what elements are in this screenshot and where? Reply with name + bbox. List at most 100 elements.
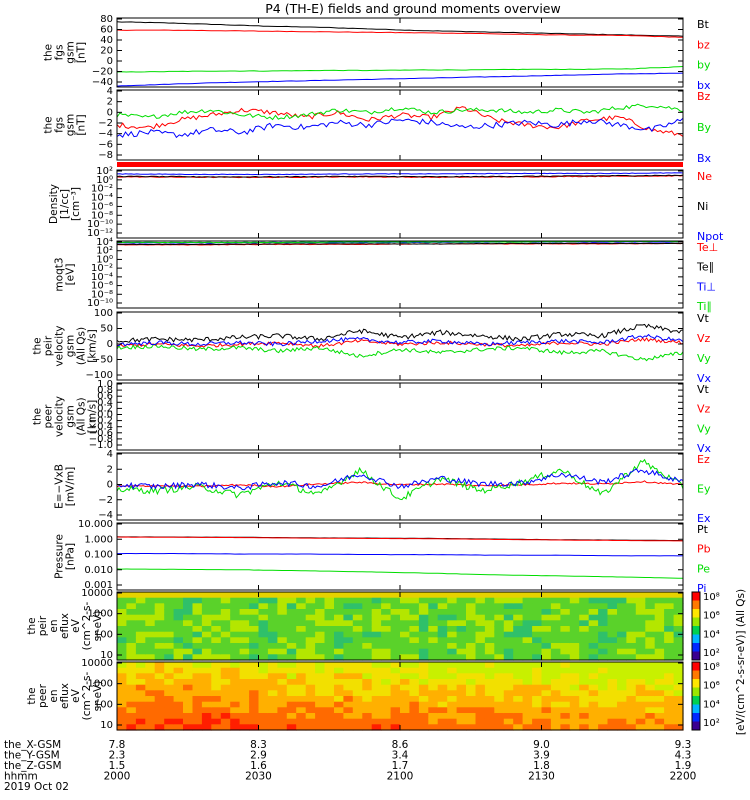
heatmap-cell bbox=[315, 614, 326, 621]
heatmap-cell bbox=[635, 614, 646, 621]
heatmap-cell bbox=[126, 648, 137, 655]
heatmap-cell bbox=[381, 592, 392, 599]
series-line-Pe bbox=[116, 568, 684, 579]
heatmap-cell bbox=[588, 713, 599, 720]
heatmap-cell bbox=[437, 673, 448, 680]
heatmap-cell bbox=[532, 724, 543, 731]
heatmap-cell bbox=[117, 620, 127, 627]
heatmap-cell bbox=[249, 701, 260, 708]
heatmap-cell bbox=[598, 631, 609, 638]
heatmap-cell bbox=[626, 662, 637, 669]
heatmap-cell bbox=[201, 707, 212, 714]
heatmap-cell bbox=[654, 603, 665, 610]
heatmap-cell bbox=[645, 679, 656, 686]
y-axis-label: peer bbox=[43, 404, 55, 429]
heatmap-cell bbox=[390, 626, 401, 633]
y-axis-label: Pressure bbox=[54, 534, 66, 579]
heatmap-cell bbox=[277, 701, 288, 708]
heatmap-cell bbox=[607, 662, 618, 669]
heatmap-cell bbox=[588, 701, 599, 708]
heatmap-cell bbox=[588, 696, 599, 703]
heatmap-cell bbox=[230, 614, 241, 621]
heatmap-cell bbox=[183, 648, 193, 655]
heatmap-cell bbox=[362, 701, 373, 708]
y-tick-label: 10⁻⁸ bbox=[91, 289, 113, 300]
heatmap-cell bbox=[522, 673, 533, 680]
heatmap-cell bbox=[588, 718, 599, 725]
heatmap-cell bbox=[541, 648, 552, 655]
heatmap-cell bbox=[258, 684, 269, 691]
heatmap-cell bbox=[154, 597, 165, 604]
heatmap-cell bbox=[117, 592, 127, 599]
heatmap-cell bbox=[249, 679, 260, 686]
time-row-label: the_X-GSM bbox=[4, 739, 61, 751]
heatmap-cell bbox=[164, 696, 175, 703]
heatmap-cell bbox=[513, 603, 524, 610]
heatmap-cell bbox=[286, 679, 297, 686]
heatmap-cell bbox=[334, 648, 344, 655]
heatmap-cell bbox=[201, 713, 212, 720]
heatmap-cell bbox=[607, 654, 618, 661]
heatmap-cell bbox=[296, 620, 307, 627]
heatmap-cell bbox=[484, 724, 495, 731]
heatmap-cell bbox=[522, 631, 533, 638]
heatmap-cell bbox=[267, 614, 278, 621]
heatmap-cell bbox=[334, 724, 344, 731]
heatmap-cell bbox=[654, 654, 665, 661]
heatmap-cell bbox=[135, 690, 146, 697]
heatmap-cell bbox=[381, 707, 392, 714]
heatmap-cell bbox=[258, 603, 269, 610]
heatmap-cell bbox=[296, 643, 307, 650]
heatmap-cell bbox=[211, 637, 222, 644]
heatmap-cell bbox=[315, 696, 326, 703]
heatmap-cell bbox=[598, 718, 609, 725]
heatmap-cell bbox=[201, 614, 212, 621]
time-row-value: 9.0 bbox=[533, 739, 550, 751]
heatmap-cell bbox=[258, 690, 269, 697]
heatmap-cell bbox=[635, 620, 646, 627]
heatmap-cell bbox=[484, 662, 495, 669]
heatmap-cell bbox=[277, 684, 288, 691]
heatmap-cell bbox=[550, 718, 561, 725]
heatmap-cell bbox=[494, 654, 505, 661]
heatmap-cell bbox=[437, 696, 448, 703]
heatmap-cell bbox=[117, 707, 127, 714]
heatmap-cell bbox=[635, 637, 646, 644]
heatmap-cell bbox=[626, 597, 637, 604]
heatmap-cell bbox=[135, 643, 146, 650]
heatmap-cell bbox=[126, 673, 137, 680]
heatmap-cell bbox=[409, 701, 420, 708]
heatmap-cell bbox=[126, 724, 137, 731]
heatmap-cell bbox=[550, 620, 561, 627]
heatmap-cell bbox=[598, 667, 609, 674]
heatmap-cell bbox=[484, 637, 495, 644]
heatmap-cell bbox=[400, 662, 410, 669]
heatmap-cell bbox=[277, 690, 288, 697]
heatmap-cell bbox=[305, 620, 316, 627]
heatmap-cell bbox=[135, 637, 146, 644]
heatmap-cell bbox=[522, 662, 533, 669]
heatmap-cell bbox=[183, 620, 193, 627]
time-row-label: the_Z-GSM bbox=[4, 760, 62, 772]
heatmap-cell bbox=[352, 667, 363, 674]
heatmap-cell bbox=[456, 592, 467, 599]
heatmap-cell bbox=[154, 626, 165, 633]
heatmap-cell bbox=[220, 690, 231, 697]
heatmap-cell bbox=[588, 609, 599, 616]
heatmap-cell bbox=[239, 724, 250, 731]
heatmap-cell bbox=[418, 696, 429, 703]
heatmap-cell bbox=[296, 696, 307, 703]
heatmap-cell bbox=[598, 684, 609, 691]
heatmap-cell bbox=[390, 696, 401, 703]
heatmap-cell bbox=[305, 662, 316, 669]
heatmap-cell bbox=[673, 643, 684, 650]
heatmap-cell bbox=[324, 679, 335, 686]
heatmap-cell bbox=[390, 662, 401, 669]
heatmap-cell bbox=[286, 684, 297, 691]
heatmap-cell bbox=[371, 592, 382, 599]
y-tick-label: 0.8 bbox=[97, 385, 113, 396]
heatmap-cell bbox=[249, 690, 260, 697]
heatmap-cell bbox=[626, 626, 637, 633]
heatmap-cell bbox=[664, 701, 675, 708]
heatmap-cell bbox=[484, 592, 495, 599]
